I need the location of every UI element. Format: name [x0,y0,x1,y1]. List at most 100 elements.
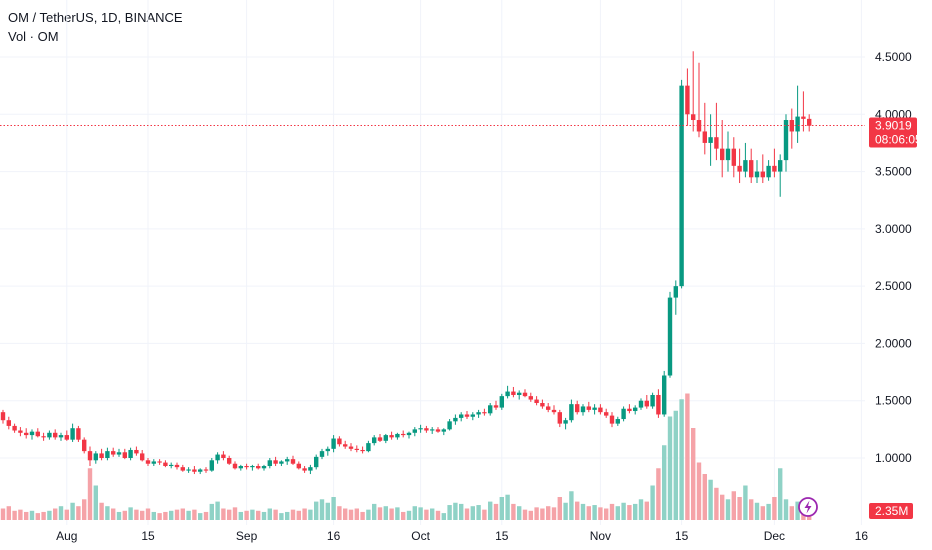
candle-body [743,160,748,172]
volume-bar [128,507,133,520]
volume-bar [198,513,203,520]
candle-body [667,297,673,376]
candle-body [203,469,209,471]
candle-body [116,452,122,455]
volume-bar [180,508,185,520]
lightning-icon[interactable] [798,497,818,517]
volume-bar [401,511,406,520]
volume-bar [412,506,417,520]
candle-body [53,432,58,438]
candle-body [232,463,238,469]
candle-body [64,435,69,440]
time-tick-label: Oct [411,529,430,543]
last-price-value: 3.9019 [875,119,912,133]
candle-body [261,466,267,469]
price-tick-label: 4.5000 [875,50,912,64]
volume-bar [424,509,429,520]
candle-body [128,449,133,458]
candle-body [778,160,783,172]
volume-bar [557,497,562,520]
volume-indicator-label: Vol · OM [8,29,59,44]
volume-bar [285,511,290,520]
volume-bar [87,468,93,520]
volume-bar [53,508,58,520]
candle-body [145,460,151,464]
volume-bar [464,508,470,520]
volume-bar [499,497,504,520]
volume-bar [279,513,284,520]
volume-bar [256,510,261,520]
volume-bar [488,501,493,520]
candle-body [76,428,81,440]
candle-body [244,466,249,468]
candle-body [783,120,789,161]
candle-body [621,408,626,420]
candle-body [337,438,342,445]
candle-body [430,429,435,431]
candle-body [575,404,580,413]
volume-bar [244,510,249,520]
last-price-badge: 3.9019 08:06:05 [869,117,922,148]
candle-body [453,417,458,422]
candle-body [6,420,11,426]
volume-bar [754,502,760,520]
candle-body [366,443,371,452]
volume-bar [140,510,145,520]
volume-bar [221,508,226,520]
volume-bar [714,487,719,520]
volume-bar [731,491,736,520]
volume-bar [82,499,87,520]
candle-body [82,439,87,452]
volume-bar [789,506,794,520]
volume-bar [331,497,336,520]
candle-body [383,435,388,441]
price-tick-label: 2.0000 [875,336,912,350]
candle-body [476,412,481,415]
volume-bar [592,505,597,520]
volume-bar [145,508,151,520]
volume-bar [621,502,626,520]
candle-body [209,460,214,471]
volume-bar [528,510,533,520]
chart-title: OM / TetherUS, 1D, BINANCE [8,10,183,25]
candle-body [372,437,377,444]
candle-body [169,464,174,467]
candle-body [551,409,557,413]
candle-body [238,466,243,469]
volume-bar [540,508,545,520]
candle-body [221,454,226,458]
volume-bar [395,507,400,520]
time-tick-label: 16 [855,529,869,543]
volume-bar [24,511,29,520]
volume-bar [517,506,522,520]
candle-body [99,453,104,458]
volume-bar [105,506,110,520]
volume-bar [650,485,655,520]
volume-series [0,393,812,520]
volume-bar [586,506,591,520]
volume-bar [505,494,510,520]
candle-body [737,165,742,172]
candle-body [511,391,516,395]
candle-body [435,429,441,432]
chart-grid [0,0,865,525]
volume-bar [546,506,551,520]
volume-bar [667,416,673,520]
volume-bar [174,509,180,520]
price-axis[interactable]: 4.50004.00003.50003.00002.50002.00001.50… [875,50,912,465]
candle-body [656,394,661,415]
candle-body [314,456,319,468]
candle-body [180,467,185,471]
volume-bar [366,509,371,520]
candle-body [348,446,354,449]
volume-bar [644,501,649,520]
candle-body [70,428,75,440]
time-axis[interactable]: Aug 15 Sep 16 Oct 15 Nov 15 Dec 16 [56,529,868,543]
volume-bar [447,505,452,520]
candle-body [766,165,771,178]
candle-body [29,431,35,436]
volume-bar [250,509,255,520]
volume-bar [783,499,789,520]
candle-body [557,412,562,424]
